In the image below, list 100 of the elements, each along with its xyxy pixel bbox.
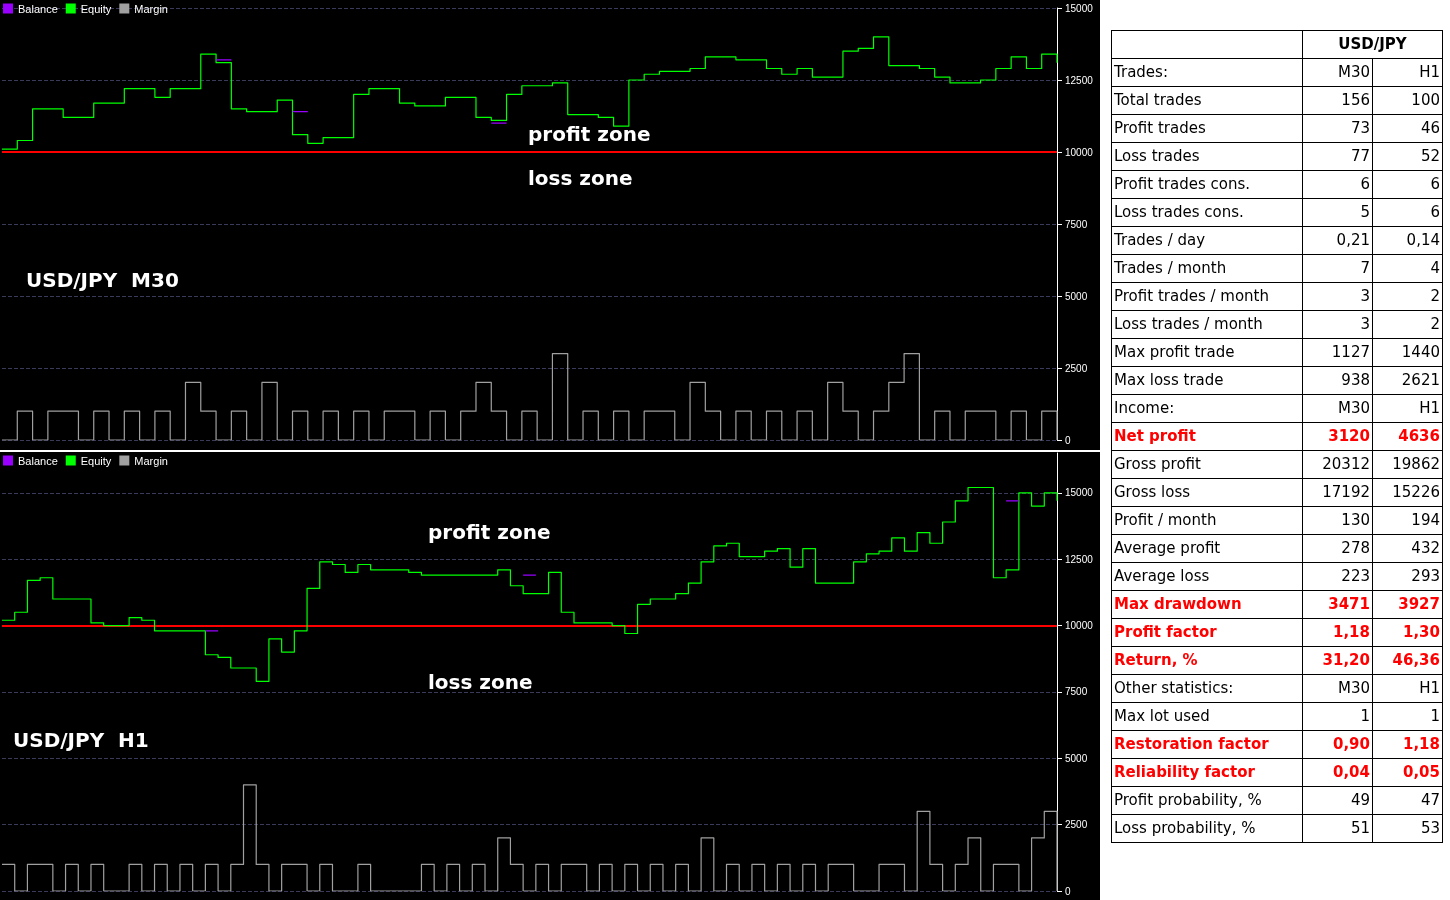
legend-label: Margin (134, 2, 168, 15)
text: 4 (1430, 259, 1440, 277)
text: 2621 (1401, 371, 1440, 389)
text: 130 (1341, 511, 1370, 529)
text: 4636 (1398, 427, 1440, 445)
category-label: Max profit trade (1114, 343, 1235, 361)
text: 938 (1341, 371, 1370, 389)
text: H1 (1419, 399, 1440, 417)
text: 15226 (1392, 483, 1440, 501)
annotation: USD/JPY H1 (13, 728, 149, 752)
category-label: Profit trades cons. (1114, 175, 1250, 193)
text: 1,30 (1402, 623, 1440, 641)
legend-label: Balance (18, 454, 58, 467)
annotation: USD/JPY M30 (26, 268, 179, 292)
y-tick-label: 7500 (1065, 218, 1088, 230)
text: 100 (1411, 91, 1440, 109)
text: 49 (1350, 791, 1370, 809)
annotation: loss zone (528, 166, 633, 190)
y-tick-label: 5000 (1065, 290, 1088, 302)
text: 432 (1411, 539, 1440, 557)
legend-label: Margin (134, 454, 168, 467)
text: USD/JPY (1302, 30, 1443, 59)
category-label: Gross loss (1114, 483, 1191, 501)
y-tick-label: 15000 (1065, 487, 1094, 499)
text: M30 (1337, 399, 1370, 417)
y-tick-label: 0 (1065, 885, 1071, 897)
category-label: Max loss trade (1114, 371, 1224, 389)
text: 77 (1350, 147, 1370, 165)
text: H1 (1419, 63, 1440, 81)
text: 0,05 (1402, 763, 1440, 781)
text: 156 (1341, 91, 1370, 109)
category-label: Trades / day (1114, 231, 1206, 249)
category-label: Profit trades / month (1114, 287, 1269, 305)
category-label: Income: (1114, 399, 1175, 417)
category-label: Loss trades cons. (1114, 203, 1244, 221)
annotation: profit zone (528, 122, 651, 146)
category-label: Trades / month (1114, 259, 1227, 277)
y-tick-label: 2500 (1065, 362, 1088, 374)
text: 293 (1411, 567, 1440, 585)
text: 46 (1420, 119, 1440, 137)
text: M30 (1337, 63, 1370, 81)
category-label: Trades: (1114, 63, 1168, 81)
text: 194 (1411, 511, 1440, 529)
category-label: Profit trades (1114, 119, 1206, 137)
text: 3 (1360, 315, 1370, 333)
text: 1127 (1331, 343, 1370, 361)
category-label: Return, % (1114, 651, 1198, 669)
text: 3471 (1328, 595, 1370, 613)
text: 0,21 (1336, 231, 1370, 249)
category-label: Net profit (1114, 427, 1196, 445)
text: 0,14 (1406, 231, 1440, 249)
y-tick-label: 12500 (1065, 553, 1094, 565)
text: 6 (1430, 175, 1440, 193)
category-label: Average profit (1114, 539, 1221, 557)
text: 2 (1430, 287, 1440, 305)
text: 17192 (1322, 483, 1370, 501)
text: 7 (1360, 259, 1370, 277)
category-label: Average loss (1114, 567, 1210, 585)
text: 1 (1430, 707, 1440, 725)
text: 31,20 (1322, 651, 1370, 669)
text: 2 (1430, 315, 1440, 333)
category-label: Reliability factor (1114, 763, 1255, 781)
text: M30 (1337, 679, 1370, 697)
y-tick-label: 0 (1065, 434, 1071, 446)
category-label: Loss trades / month (1114, 315, 1263, 333)
y-tick-label: 7500 (1065, 686, 1088, 698)
category-label: Loss probability, % (1114, 819, 1256, 837)
legend-label: Equity (80, 2, 112, 15)
text: 20312 (1322, 455, 1370, 473)
text: 3 (1360, 287, 1370, 305)
text: 1,18 (1332, 623, 1370, 641)
text: 1 (1360, 707, 1370, 725)
category-label: Total trades (1114, 91, 1202, 109)
text: 5 (1360, 203, 1370, 221)
text: 52 (1420, 147, 1440, 165)
text: 1440 (1401, 343, 1440, 361)
y-tick-label: 15000 (1065, 2, 1094, 14)
category-label: Profit factor (1114, 623, 1217, 641)
category-label: Max lot used (1114, 707, 1210, 725)
text: 19862 (1392, 455, 1440, 473)
category-label: Loss trades (1114, 147, 1200, 165)
text: 223 (1341, 567, 1370, 585)
category-label: Restoration factor (1114, 735, 1269, 753)
y-tick-label: 5000 (1065, 752, 1088, 764)
text: 3927 (1398, 595, 1440, 613)
text: 73 (1350, 119, 1370, 137)
text: 53 (1420, 819, 1440, 837)
text: H1 (1419, 679, 1440, 697)
text: 51 (1350, 819, 1370, 837)
text: 6 (1360, 175, 1370, 193)
y-tick-label: 10000 (1065, 620, 1094, 632)
text: 278 (1341, 539, 1370, 557)
category-label: Profit / month (1114, 511, 1217, 529)
annotation: loss zone (428, 670, 533, 694)
text: 47 (1420, 791, 1440, 809)
legend-label: Balance (18, 2, 58, 15)
y-tick-label: 10000 (1065, 146, 1094, 158)
category-label: Max drawdown (1114, 595, 1242, 613)
text: 0,04 (1332, 763, 1370, 781)
annotation: profit zone (428, 520, 551, 544)
